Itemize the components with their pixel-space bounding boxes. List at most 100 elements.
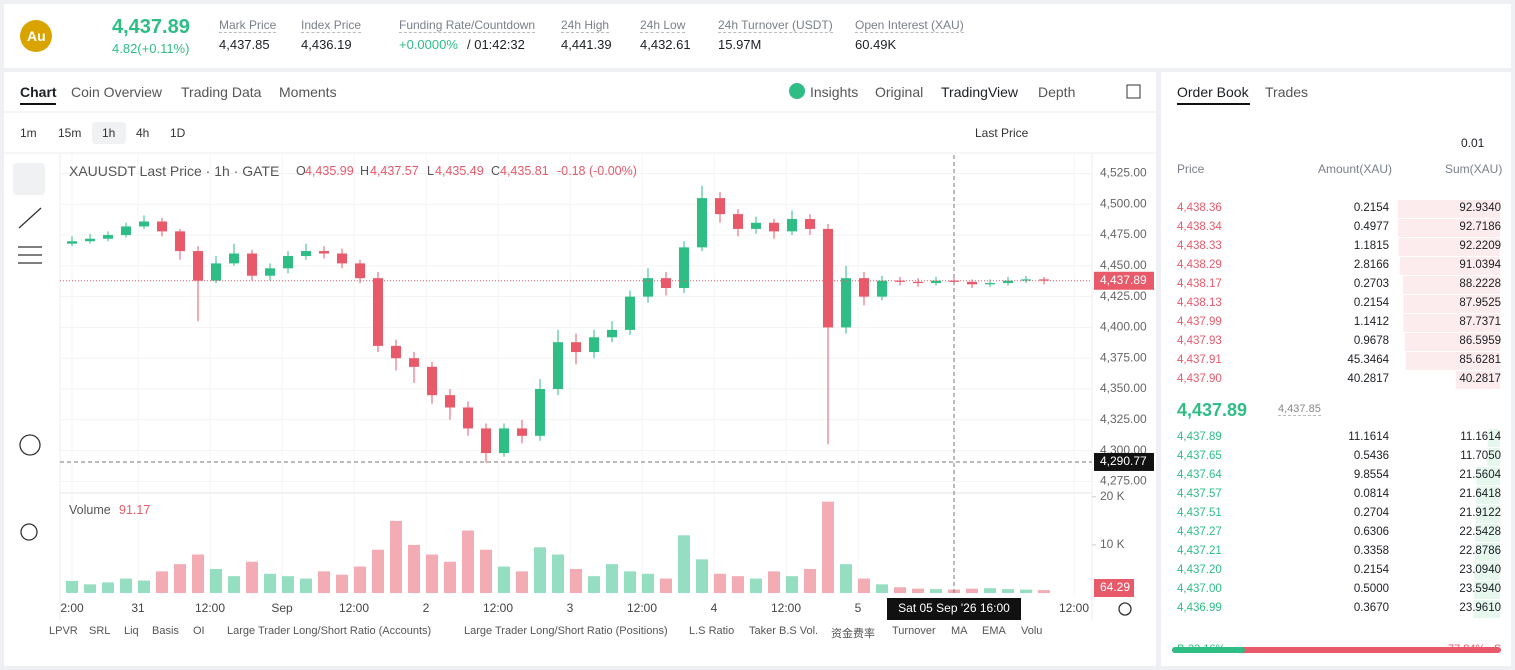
indicator-tab[interactable]: Volu xyxy=(1021,625,1043,637)
volume-bar xyxy=(516,571,528,593)
chart-tab[interactable]: Moments xyxy=(279,84,337,100)
ob-tab[interactable]: Order Book xyxy=(1177,84,1249,100)
interval[interactable]: 4h xyxy=(136,126,150,140)
ob-header: Sum(XAU) xyxy=(1445,162,1503,176)
ob-price: 4,438.17 xyxy=(1177,278,1222,290)
indicator-tab[interactable]: 资金费率 xyxy=(831,628,875,640)
tool-icon[interactable] xyxy=(19,434,41,456)
stat-label: 24h Turnover (USDT) xyxy=(718,18,833,33)
volume-bar xyxy=(408,544,420,593)
ob-price: 4,438.33 xyxy=(1177,240,1222,252)
insights-icon xyxy=(789,83,805,99)
stat-value: 60.49K xyxy=(855,37,897,52)
ob-sum: 11.1614 xyxy=(1460,431,1501,443)
layout-icon[interactable] xyxy=(1126,84,1141,99)
indicator-tab[interactable]: Large Trader Long/Short Ratio (Positions… xyxy=(464,625,668,637)
ob-sum: 92.7186 xyxy=(1459,221,1501,233)
chart-tab[interactable]: Coin Overview xyxy=(71,84,163,100)
ob-price: 4,437.90 xyxy=(1177,373,1222,385)
ob-precision[interactable]: 0.01 xyxy=(1461,136,1485,150)
settings-icon[interactable] xyxy=(1118,602,1132,616)
ob-mid-price: 4,437.89 xyxy=(1177,400,1248,420)
depth-bar xyxy=(1404,333,1500,351)
ob-amount: 0.2703 xyxy=(1353,278,1389,290)
depth-bar xyxy=(1403,314,1500,332)
interval[interactable]: 1m xyxy=(20,126,37,140)
indicator-tab[interactable]: Large Trader Long/Short Ratio (Accounts) xyxy=(227,625,432,637)
x-tick-label: 12:00 xyxy=(195,601,225,615)
tool-icon[interactable] xyxy=(18,207,42,229)
volume-bar xyxy=(714,573,726,593)
candle-body xyxy=(967,281,977,285)
indicator-tab[interactable]: Turnover xyxy=(892,625,936,637)
ob-amount: 0.3670 xyxy=(1353,602,1389,614)
candle-body xyxy=(625,296,635,330)
stat-value: 4,437.85 xyxy=(219,37,270,52)
indicator-tab[interactable]: Liq xyxy=(124,625,139,637)
ob-price: 4,438.29 xyxy=(1177,259,1222,271)
volume-badge-label: 64.29 xyxy=(1100,580,1130,594)
indicator-tab[interactable]: SRL xyxy=(89,625,111,637)
ob-amount: 0.5000 xyxy=(1353,583,1389,595)
volume-bar xyxy=(984,588,996,593)
ob-sum: 40.2817 xyxy=(1459,373,1501,385)
volume-bar xyxy=(354,566,366,593)
ob-price: 4,438.36 xyxy=(1177,202,1222,214)
chart-tab[interactable]: Chart xyxy=(20,84,57,100)
volume-bar xyxy=(444,561,456,593)
interval-active[interactable] xyxy=(92,122,126,144)
candle-body xyxy=(499,428,509,454)
ob-tab[interactable]: Trades xyxy=(1265,84,1309,100)
ratio-track xyxy=(1172,647,1501,653)
volume-bar xyxy=(894,587,906,593)
view-tab[interactable]: Depth xyxy=(1038,84,1076,100)
depth-bar xyxy=(1474,581,1500,599)
ob-price: 4,437.20 xyxy=(1177,564,1222,576)
indicator-tab[interactable]: LPVR xyxy=(49,625,78,637)
ob-sum: 21.6418 xyxy=(1459,488,1501,500)
depth-bar xyxy=(1405,352,1500,370)
indicator-tab[interactable]: EMA xyxy=(982,625,1006,637)
volume-bar xyxy=(1002,589,1014,593)
volume-bar xyxy=(822,501,834,593)
header-bar xyxy=(4,4,1511,68)
view-tab[interactable]: Insights xyxy=(810,84,859,100)
ob-sum: 92.2209 xyxy=(1459,240,1501,252)
tool-icon[interactable] xyxy=(20,523,38,541)
candle-body xyxy=(661,278,671,289)
indicator-tab[interactable]: L.S Ratio xyxy=(689,625,735,637)
candle-body xyxy=(715,198,725,215)
indicator-tab[interactable]: MA xyxy=(951,625,968,637)
ob-amount: 1.1815 xyxy=(1353,240,1389,252)
indicator-tab[interactable]: OI xyxy=(193,625,205,637)
ob-sum: 21.9122 xyxy=(1459,507,1501,519)
volume-badge xyxy=(1094,579,1134,597)
ob-mark-price: 4,437.85 xyxy=(1278,403,1321,416)
candle-body xyxy=(841,278,851,328)
view-tab[interactable]: TradingView xyxy=(941,84,1019,100)
tool-active[interactable] xyxy=(13,163,45,195)
ob-sum: 23.0940 xyxy=(1459,564,1501,576)
ob-sum: 86.5959 xyxy=(1459,335,1501,347)
view-tab[interactable]: Original xyxy=(875,84,924,100)
ob-price: 4,437.57 xyxy=(1177,488,1222,500)
candle-body xyxy=(751,222,761,229)
depth-bar xyxy=(1403,295,1500,313)
candle-body xyxy=(193,251,203,281)
price-source[interactable]: Last Price xyxy=(975,126,1029,140)
candle-body xyxy=(463,407,473,429)
ohlc-o_label: O xyxy=(296,164,306,178)
candle-body xyxy=(517,428,527,436)
interval[interactable]: 15m xyxy=(58,126,82,140)
y-tick-label: 4,400.00 xyxy=(1100,320,1147,334)
interval[interactable]: 1h xyxy=(102,126,116,140)
candle-body xyxy=(787,219,797,232)
stat-value: 4,432.61 xyxy=(640,37,691,52)
indicator-tab[interactable]: Basis xyxy=(152,625,179,637)
chart-tab[interactable]: Trading Data xyxy=(181,84,262,100)
interval[interactable]: 1D xyxy=(170,126,186,140)
candle-body xyxy=(769,222,779,232)
x-tick-label: 5 xyxy=(855,601,862,615)
candle-body xyxy=(373,278,383,346)
indicator-tab[interactable]: Taker B.S Vol. xyxy=(749,625,819,637)
